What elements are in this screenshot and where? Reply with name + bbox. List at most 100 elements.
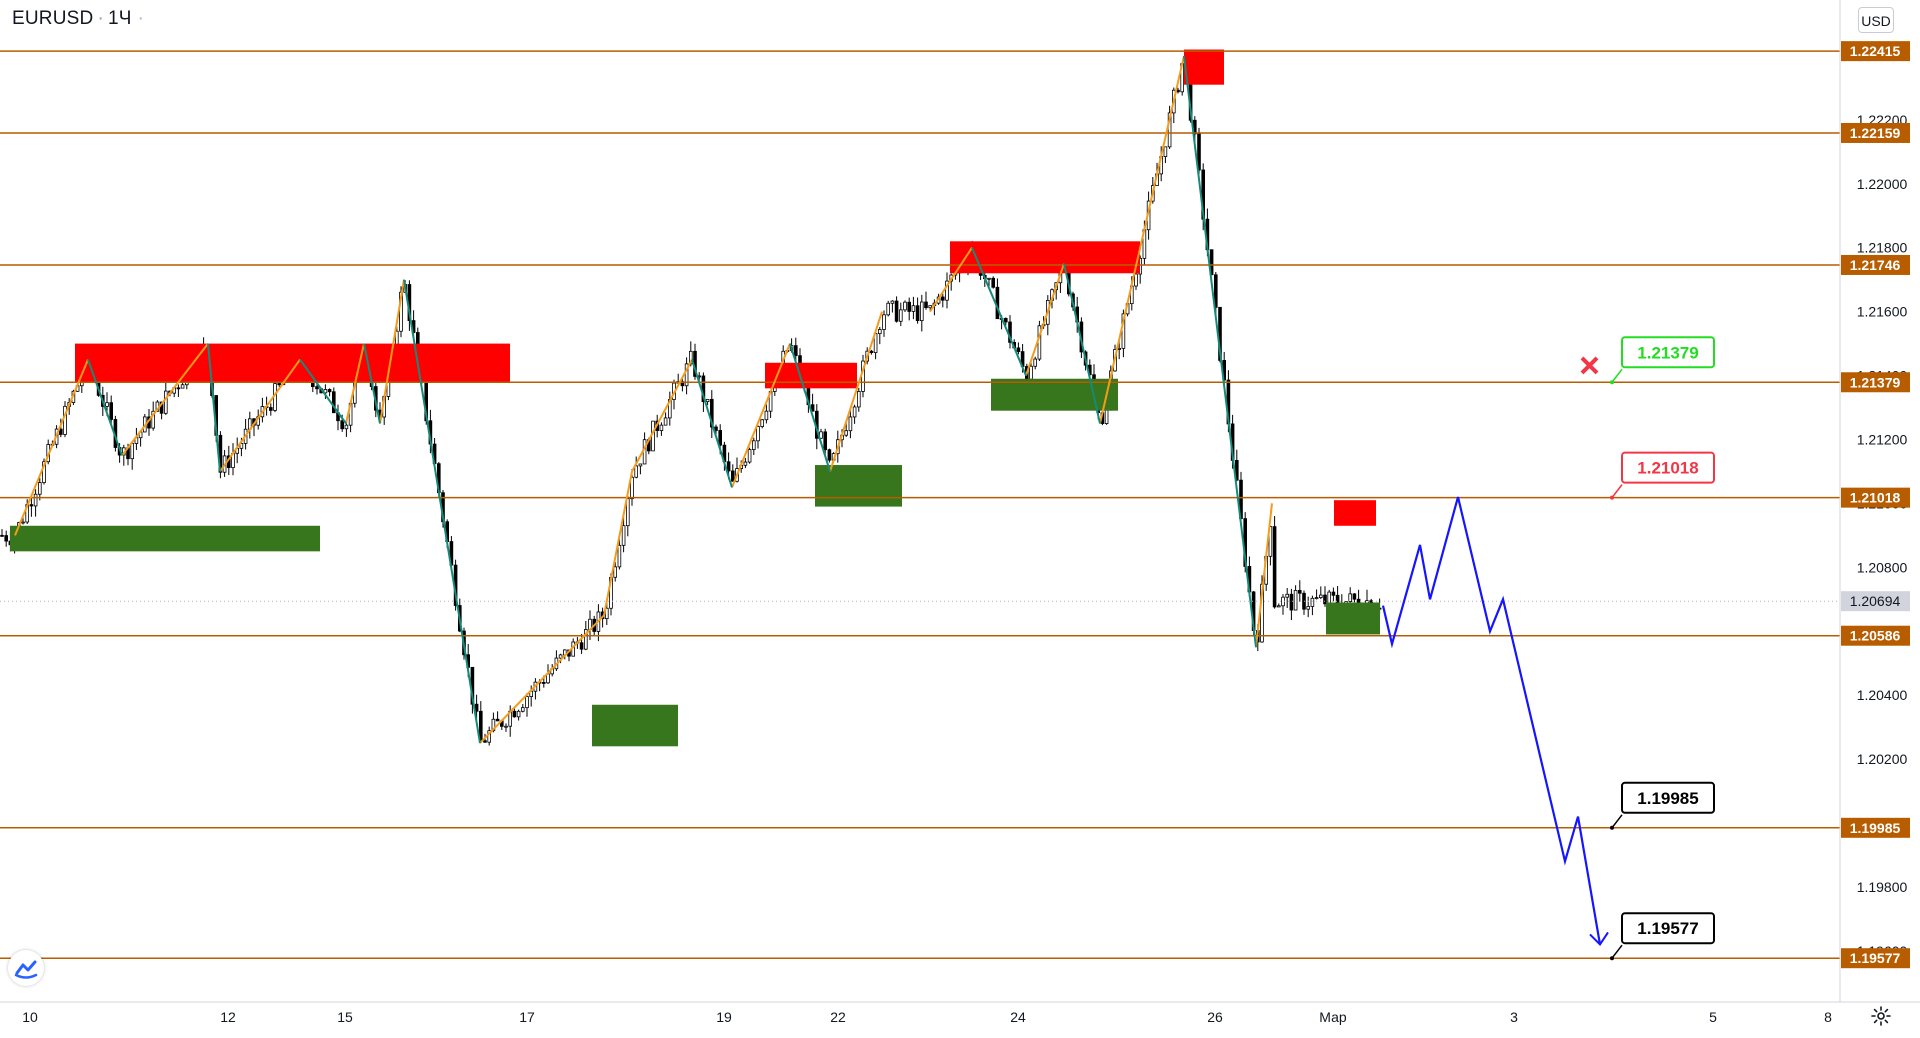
callout-box [1621,336,1715,369]
zones [10,49,1380,747]
zigzag-up-leg [631,359,693,472]
candle-body [1281,596,1285,607]
candle-body [521,707,525,712]
candle-body [1289,593,1294,611]
projection-arrowhead [1589,931,1609,947]
candle-body [848,416,853,432]
candle-body [718,430,722,446]
candle-body [903,301,907,311]
candle-body [1298,590,1302,594]
tradingview-logo-icon[interactable] [8,950,44,986]
zigzag-down-leg [1063,263,1101,424]
callout-price-text: 1.19577 [1637,919,1698,938]
candle-body [340,420,344,430]
candle-body [878,329,882,334]
candle-body [1323,594,1327,605]
callout-pointer [1611,814,1623,829]
candle-body [180,384,185,389]
candle-body [634,465,638,478]
zigzag-up-leg [379,279,405,424]
candle-body [920,301,924,322]
candle-body [991,277,995,288]
supply-zone [75,343,510,382]
demand-zone [815,465,902,507]
candle-body [684,363,689,387]
candle-body [1134,273,1138,287]
callout-box [1621,912,1715,945]
candle-body [1197,133,1201,171]
zigzag-up-leg [731,343,791,488]
candle-body [1029,365,1033,380]
level-price-tag-text: 1.21379 [1850,374,1901,390]
zigzag-lines [14,55,1273,744]
demand-zone [592,704,678,747]
candle-body [38,482,42,495]
candle-body [495,718,500,722]
candle-body [42,461,46,483]
time-tick-label: 24 [1010,1009,1026,1025]
candle-body [756,426,760,442]
level-price-tag-text: 1.21746 [1850,257,1901,273]
candle-body [1272,526,1277,608]
zigzag-up-leg [14,359,89,536]
candle-body [827,449,832,461]
price-tick-label: 1.20400 [1857,687,1908,703]
zigzag-down-leg [363,343,381,424]
projection-line [1381,496,1602,945]
candle-body [504,725,508,728]
supply-zone [950,241,1140,274]
time-tick-label: 17 [519,1009,535,1025]
symbol-header[interactable]: EURUSD · 1Ч · [12,8,144,30]
candle-body [323,389,328,394]
candle-body [810,404,815,412]
more-dots-icon[interactable]: · [137,8,145,29]
zigzag-up-leg [1025,263,1065,376]
candle-body [315,386,319,390]
candle-body [1310,597,1315,607]
time-tick-label: 12 [220,1009,236,1025]
candle-body [159,401,164,414]
level-price-tag-text: 1.22415 [1850,43,1901,59]
zigzag-down-leg [207,343,221,472]
zigzag-down-leg [87,359,123,456]
chart-area[interactable] [0,0,1840,1002]
close-cross-icon [1580,356,1599,375]
demand-zone [10,525,320,552]
supply-zone [765,362,857,389]
candle-body [663,417,668,426]
candle-body [130,443,135,460]
currency-button[interactable]: USD [1858,7,1894,33]
candle-body [857,391,861,408]
price-axis-bg [1840,0,1920,1038]
callout-pointer [1611,484,1623,499]
price-tick-label: 1.22000 [1857,176,1908,192]
candle-body [4,535,9,542]
zigzag-up-leg [219,358,301,473]
candle-body [911,305,916,312]
zigzag-down-leg [1183,55,1257,648]
price-tick-label: 1.20200 [1857,751,1908,767]
candle-body [899,309,903,322]
candle-body [1352,593,1357,600]
candle-body [907,301,911,312]
candle-body [924,301,928,309]
candle-body [760,419,764,427]
zigzag-down-leg [403,279,481,744]
candle-body [890,300,895,304]
candle-body [638,463,643,467]
zigzag-down-leg [299,358,347,425]
candle-body [1331,591,1336,596]
level-price-tag-text: 1.19577 [1850,950,1901,966]
settings-gear-icon[interactable] [1870,1005,1892,1027]
candle-body [151,410,156,429]
candle-body [1167,112,1172,148]
time-tick-label: 10 [22,1009,38,1025]
candle-body [894,300,899,322]
price-tick-label: 1.21200 [1857,431,1908,447]
zigzag-down-leg [691,359,733,488]
level-price-tag [1841,372,1910,393]
candle-body [1163,146,1168,158]
candle-body [163,390,168,414]
current-price-tag-text: 1.20694 [1850,593,1901,609]
